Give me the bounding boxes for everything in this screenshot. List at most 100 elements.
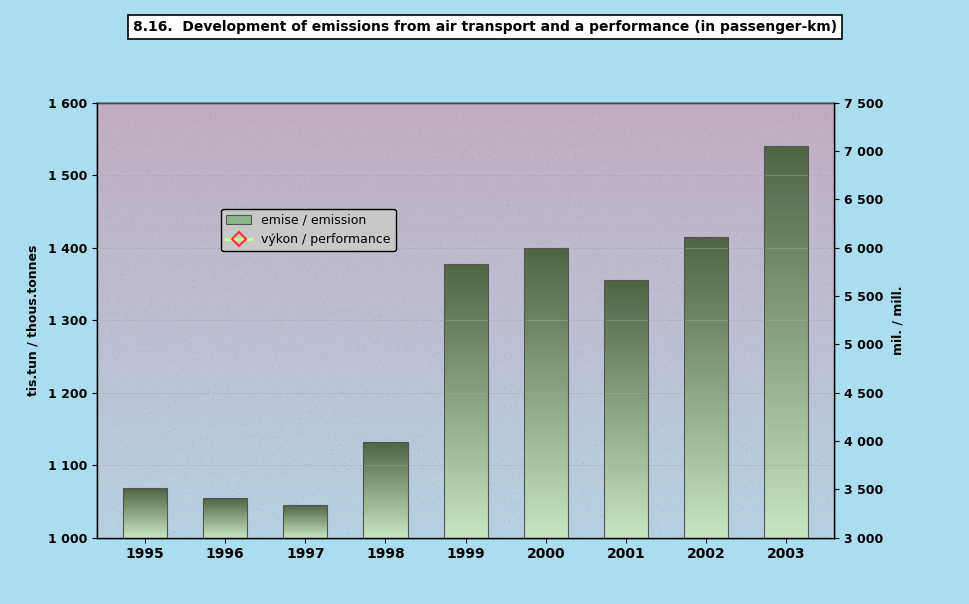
Point: [318, 178, 333, 188]
Bar: [523, 360, 567, 364]
Point: [570, 339, 585, 349]
Point: [460, 185, 476, 195]
Point: [463, 286, 479, 296]
Point: [97, 190, 112, 200]
Point: [451, 193, 466, 202]
Point: [548, 523, 564, 533]
Bar: [123, 490, 167, 492]
Point: [677, 176, 693, 186]
Point: [546, 238, 561, 248]
Point: [574, 381, 589, 391]
Point: [759, 146, 774, 156]
Point: [126, 504, 141, 513]
Point: [694, 281, 709, 291]
Point: [249, 523, 265, 533]
Point: [475, 461, 490, 471]
Point: [451, 532, 466, 541]
Point: [503, 387, 518, 396]
Point: [423, 458, 439, 467]
Point: [526, 98, 542, 108]
Point: [366, 484, 382, 494]
Point: [109, 422, 124, 432]
Point: [575, 445, 590, 455]
Point: [143, 126, 159, 136]
Point: [730, 435, 745, 445]
Point: [254, 246, 269, 255]
Bar: [683, 240, 728, 244]
Point: [263, 453, 278, 463]
Point: [480, 411, 495, 420]
Point: [245, 230, 261, 240]
Point: [380, 478, 395, 488]
Point: [502, 379, 517, 389]
Point: [780, 485, 796, 495]
Point: [311, 300, 327, 310]
Point: [154, 406, 170, 416]
Bar: [363, 502, 407, 503]
Point: [431, 316, 447, 326]
Point: [549, 371, 565, 381]
Point: [368, 435, 384, 445]
Point: [350, 248, 365, 257]
Point: [271, 170, 287, 180]
Point: [285, 289, 300, 298]
Point: [277, 225, 293, 235]
Point: [543, 188, 558, 198]
Point: [378, 413, 393, 423]
Point: [789, 413, 804, 423]
Point: [189, 509, 204, 518]
Point: [94, 304, 109, 313]
Point: [306, 184, 322, 193]
Point: [128, 362, 143, 372]
Point: [328, 352, 344, 362]
Point: [97, 286, 112, 295]
Point: [306, 254, 322, 264]
Point: [166, 262, 181, 272]
Point: [662, 374, 677, 384]
Point: [172, 492, 187, 501]
Point: [556, 250, 572, 260]
Point: [745, 345, 761, 355]
Point: [469, 272, 484, 282]
Point: [136, 491, 151, 501]
Point: [790, 167, 805, 176]
Point: [173, 155, 189, 164]
Point: [549, 256, 565, 266]
Point: [522, 144, 538, 154]
Point: [652, 312, 668, 321]
Point: [749, 302, 765, 312]
Point: [624, 112, 640, 122]
Point: [379, 151, 394, 161]
Point: [207, 231, 223, 240]
Point: [422, 365, 437, 374]
Point: [356, 499, 371, 509]
Point: [569, 459, 584, 469]
Point: [820, 138, 835, 147]
Point: [414, 235, 429, 245]
Point: [569, 140, 584, 149]
Point: [681, 349, 697, 359]
Point: [750, 117, 766, 126]
Point: [622, 474, 638, 483]
Point: [600, 179, 615, 188]
Point: [466, 466, 482, 475]
Point: [693, 245, 708, 255]
Point: [159, 457, 174, 466]
Point: [574, 292, 589, 301]
Point: [798, 290, 814, 300]
Point: [772, 176, 788, 186]
Point: [353, 173, 368, 182]
Point: [543, 274, 558, 283]
Point: [778, 307, 794, 317]
Point: [297, 391, 312, 401]
Point: [156, 353, 172, 363]
Point: [450, 189, 465, 199]
Point: [726, 315, 741, 324]
Point: [568, 333, 583, 342]
Point: [146, 341, 162, 351]
Point: [763, 488, 778, 498]
Point: [605, 329, 620, 339]
Point: [633, 238, 648, 248]
Point: [107, 397, 122, 407]
Point: [669, 122, 684, 132]
